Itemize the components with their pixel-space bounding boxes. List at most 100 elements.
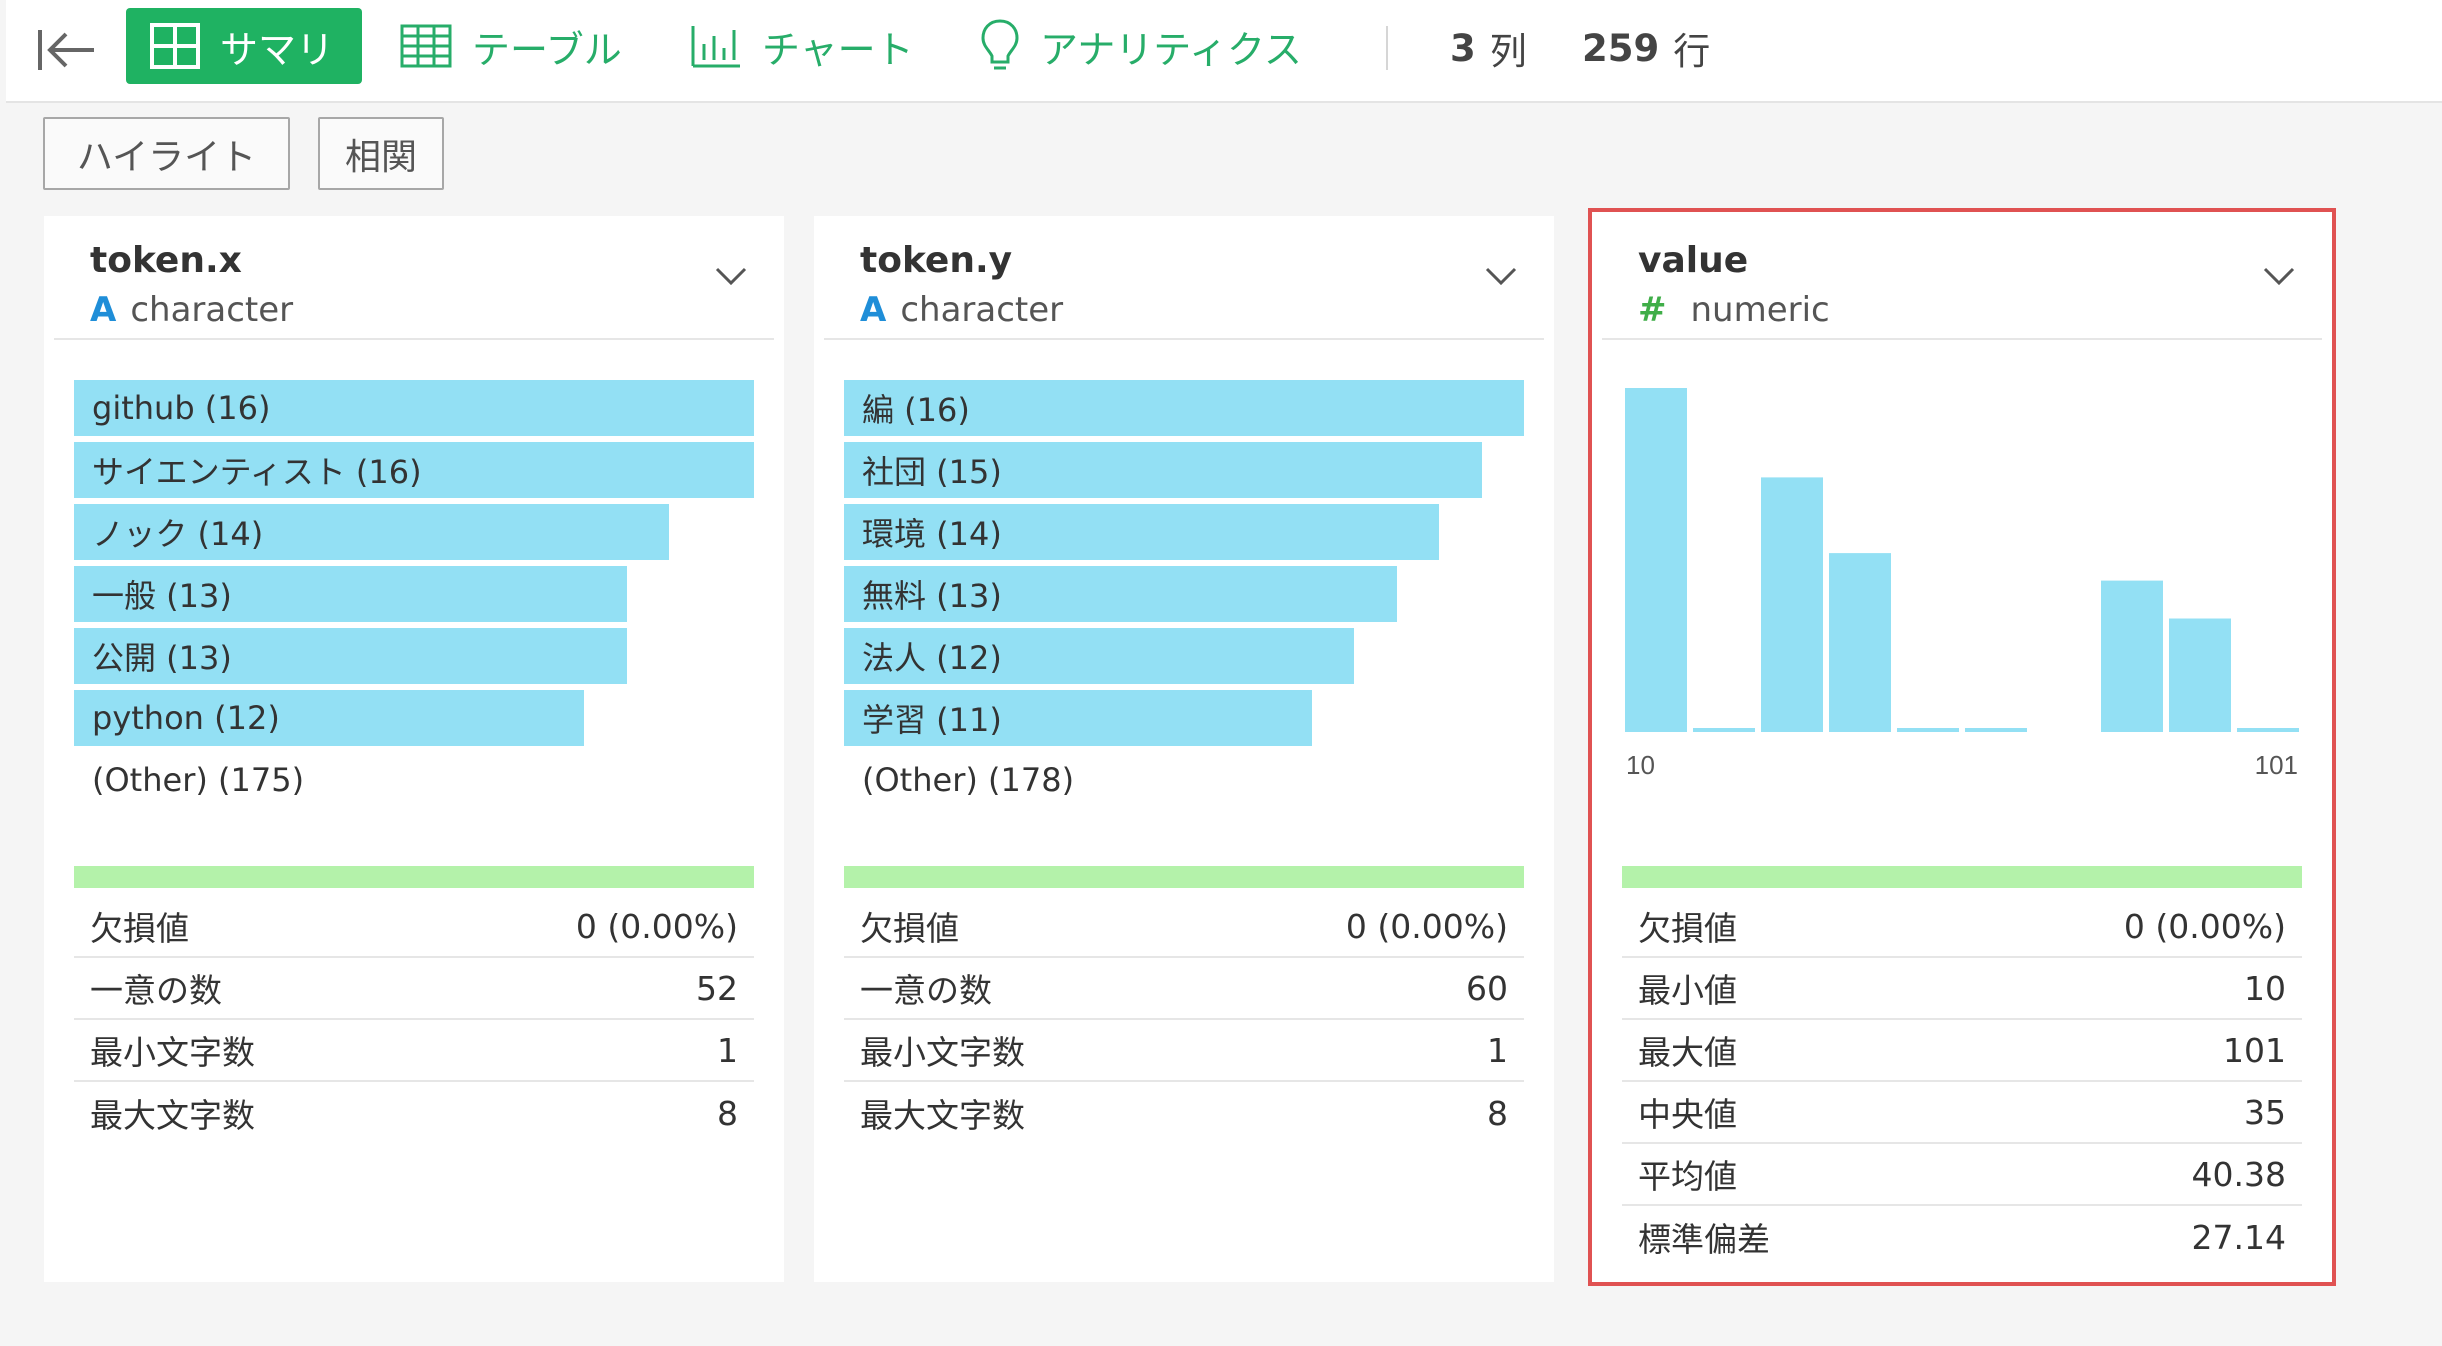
tab-table-label: テーブル [472,27,622,72]
frequency-label: 公開 (13) [92,639,232,677]
stat-row: 最小値 10 [1622,958,2302,1020]
column-name: token.x [90,240,242,281]
stat-label: 標準偏差 [1638,1220,1770,1259]
tab-analytics[interactable]: アナリティクス [980,8,1302,84]
numeric-type-icon: # [1638,290,1667,330]
tab-summary[interactable]: サマリ [126,8,363,84]
highlight-button-label: ハイライト [76,136,257,178]
stat-label: 一意の数 [860,971,992,1010]
correlation-button-label: 相関 [344,136,417,178]
tab-summary-label: サマリ [220,27,335,72]
list-item[interactable]: 編 (16) [844,380,1524,436]
frequency-bar [74,442,754,498]
column-name: value [1638,240,1749,281]
column-count-value: 3 [1450,26,1476,70]
tab-chart-label: チャート [762,27,914,72]
stat-label: 欠損値 [860,909,959,948]
stat-label: 欠損値 [1638,909,1737,948]
row-count-value: 259 [1582,26,1660,70]
column-count-unit: 列 [1489,30,1527,73]
correlation-button[interactable]: 相関 [318,117,444,190]
list-item[interactable]: 社団 (15) [844,442,1524,498]
stat-value: 40.38 [2191,1154,2286,1194]
list-item[interactable]: 法人 (12) [844,628,1524,684]
row-count-unit: 行 [1673,30,1711,73]
frequency-label: python (12) [92,699,280,737]
histogram-bar[interactable] [2169,618,2231,733]
chevron-down-icon[interactable] [2262,264,2296,288]
list-item[interactable]: 学習 (11) [844,690,1524,746]
histogram-bar[interactable] [1829,553,1891,732]
stat-value: 1 [717,1030,738,1070]
histogram-bar[interactable] [1897,728,1959,732]
table-icon [400,24,452,68]
stat-row: 平均値 40.38 [1622,1144,2302,1206]
histogram-bar[interactable] [1693,728,1755,732]
histogram-bar[interactable] [2237,728,2299,732]
stat-label: 平均値 [1638,1157,1737,1196]
data-quality-bar [844,866,1524,888]
column-type-label: character [130,290,294,330]
grid-icon [150,23,200,69]
stat-value: 27.14 [2191,1217,2286,1257]
list-item[interactable]: 公開 (13) [74,628,754,684]
tab-chart[interactable]: チャート [690,8,914,84]
list-item[interactable]: github (16) [74,380,754,436]
histogram-bar[interactable] [1965,728,2027,732]
stats-table: 欠損値 0 (0.00%) 最小値 10 最大値 101 中央値 35 平均値 40.38… [1622,896,2302,1268]
stat-value: 10 [2244,968,2286,1008]
stat-value: 0 (0.00%) [2123,906,2286,946]
data-quality-bar [1622,866,2302,888]
frequency-bar [844,442,1482,498]
stat-value: 52 [696,968,738,1008]
column-type: # numeric [1638,290,1830,330]
stat-label: 最大文字数 [90,1096,255,1135]
list-item[interactable]: 無料 (13) [844,566,1524,622]
data-quality-bar [74,866,754,888]
stat-label: 最大文字数 [860,1096,1025,1135]
stat-value: 8 [717,1093,738,1133]
histogram-chart: 10 101 [1625,388,2299,780]
histogram-bar[interactable] [2101,580,2163,732]
stat-label: 最大値 [1638,1033,1737,1072]
character-type-icon: A [860,290,887,330]
frequency-label: 環境 (14) [862,515,1002,553]
histogram-bar[interactable] [1761,477,1823,732]
stat-label: 最小文字数 [90,1033,255,1072]
frequency-bar [74,566,627,622]
list-item[interactable]: (Other) (178) [844,752,1524,808]
list-item[interactable]: ノック (14) [74,504,754,560]
stat-row: 最大値 101 [1622,1020,2302,1082]
other-label: (Other) (175) [92,761,305,799]
frequency-bar [74,380,754,436]
stat-value: 0 (0.00%) [1345,906,1508,946]
value-frequency-list: 編 (16) 社団 (15) 環境 (14) 無料 (13) 法人 (12) 学… [844,380,1524,814]
row-count: 259 行 [1582,22,1710,74]
toolbar: サマリ テーブル チャート アナリティクス 3 [6,0,2442,103]
list-item[interactable]: サイエンティスト (16) [74,442,754,498]
tab-table[interactable]: テーブル [400,8,622,84]
frequency-bar [74,504,669,560]
stat-row: 最小文字数 1 [74,1020,754,1082]
histogram-bar[interactable] [1625,388,1687,732]
stat-row: 中央値 35 [1622,1082,2302,1144]
character-type-icon: A [90,290,117,330]
list-item[interactable]: (Other) (175) [74,752,754,808]
back-icon[interactable] [36,22,102,78]
stats-table: 欠損値 0 (0.00%) 一意の数 52 最小文字数 1 最大文字数 8 [74,896,754,1144]
bar-chart-icon [691,26,740,68]
column-type-label: character [900,290,1064,330]
chevron-down-icon[interactable] [1484,264,1518,288]
chevron-down-icon[interactable] [714,264,748,288]
lightbulb-icon [981,19,1019,70]
frequency-label: 学習 (11) [862,701,1002,739]
list-item[interactable]: 一般 (13) [74,566,754,622]
list-item[interactable]: 環境 (14) [844,504,1524,560]
list-item[interactable]: python (12) [74,690,754,746]
highlight-button[interactable]: ハイライト [43,117,290,190]
frequency-bar [844,628,1354,684]
other-label: (Other) (178) [862,761,1075,799]
frequency-bar [844,380,1524,436]
axis-max-label: 101 [2255,750,2298,780]
stat-row: 欠損値 0 (0.00%) [844,896,1524,958]
